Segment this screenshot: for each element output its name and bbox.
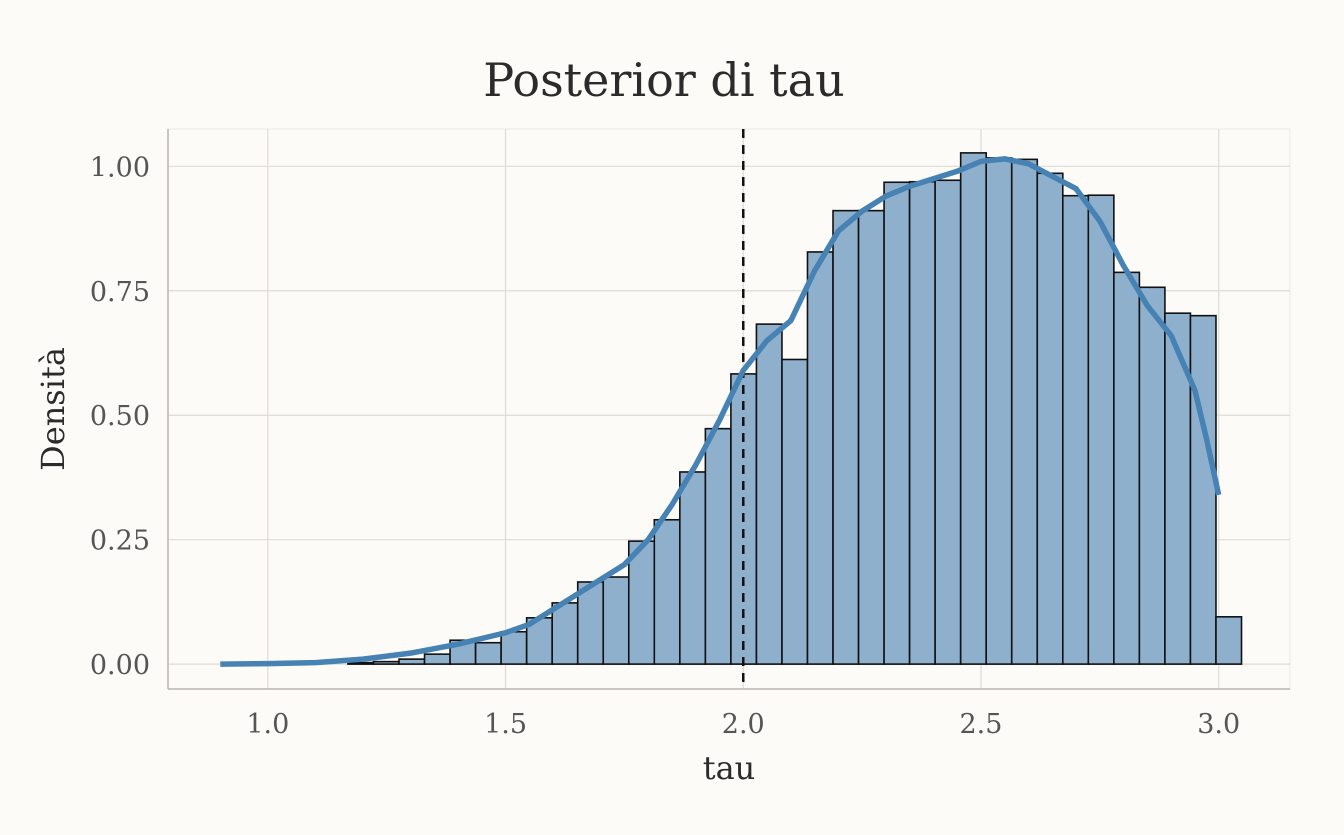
histogram-bar (1087, 194, 1115, 665)
y-tick-label: 1.00 (90, 152, 150, 183)
histogram-bar (959, 152, 988, 665)
histogram-bar (1061, 194, 1090, 665)
histogram-bar (1189, 314, 1217, 665)
histogram-bar (602, 576, 630, 665)
x-tick-label: 2.0 (722, 709, 765, 740)
y-tick-label: 0.75 (90, 277, 150, 308)
histogram-bar (1215, 616, 1243, 665)
histogram-bar (755, 323, 783, 665)
x-tick-label: 2.5 (959, 709, 1002, 740)
histogram-bar (679, 471, 707, 665)
histogram-bar (551, 602, 579, 665)
x-tick-label: 1.0 (246, 709, 289, 740)
x-axis-title: tau (703, 749, 756, 787)
histogram-bar (934, 179, 962, 665)
x-tick-label: 1.5 (484, 709, 527, 740)
chart-title: Posterior di tau (483, 53, 844, 107)
histogram-bar (653, 518, 681, 665)
tick-labels: 1.0 1.5 2.0 2.5 3.0 0.00 0.25 0.50 0.75 1.00 (90, 152, 1240, 740)
density-curve (220, 156, 1222, 667)
y-tick-label: 0.50 (90, 401, 150, 432)
y-tick-label: 0.25 (90, 526, 150, 557)
histogram-bar (1010, 158, 1039, 665)
histogram-bar (423, 653, 451, 665)
histogram-bar (500, 630, 528, 665)
histogram-bar (806, 251, 834, 665)
histogram-bar (1138, 286, 1166, 665)
density-curve-group (220, 156, 1222, 667)
histogram-bar (347, 661, 375, 665)
histogram-bar (704, 427, 732, 665)
histogram-bar (372, 660, 400, 665)
histogram-bar (576, 581, 605, 665)
histogram-bars (347, 152, 1243, 665)
x-tick-label: 3.0 (1197, 709, 1240, 740)
histogram-bar (985, 157, 1013, 665)
histogram-bar (1113, 271, 1141, 665)
histogram-bar (627, 540, 656, 665)
histogram-bar (883, 181, 911, 665)
y-axis-title: Densità (34, 347, 72, 471)
histogram-bar (781, 358, 809, 665)
y-tick-label: 0.00 (90, 650, 150, 681)
histogram-bar (908, 180, 936, 665)
histogram-bar (832, 209, 860, 665)
histogram-bar (857, 209, 885, 665)
histogram-bar (474, 641, 502, 665)
histogram-bar (1036, 172, 1064, 665)
axes (167, 129, 1290, 690)
histogram-bar (398, 658, 426, 665)
